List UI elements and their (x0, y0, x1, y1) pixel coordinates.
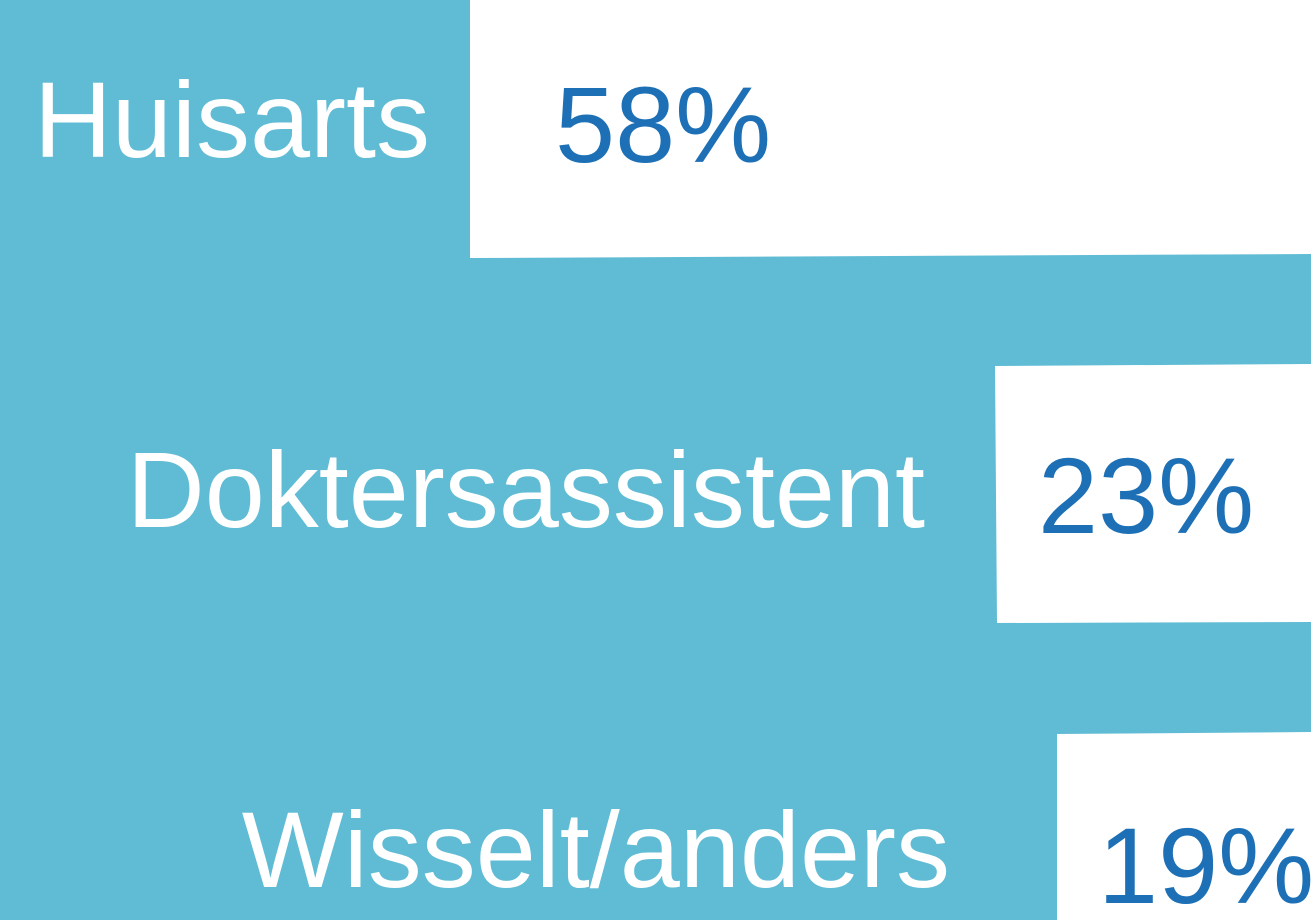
row-value: 19% (1098, 805, 1311, 920)
value-box (1057, 732, 1311, 920)
row-value: 58% (555, 64, 771, 185)
value-box (995, 364, 1311, 623)
row-label: Doktersassistent (127, 429, 925, 550)
row-label: Huisarts (34, 59, 430, 180)
row-label: Wisselt/anders (242, 789, 950, 910)
row-value: 23% (1038, 435, 1254, 556)
value-box (470, 0, 1311, 258)
